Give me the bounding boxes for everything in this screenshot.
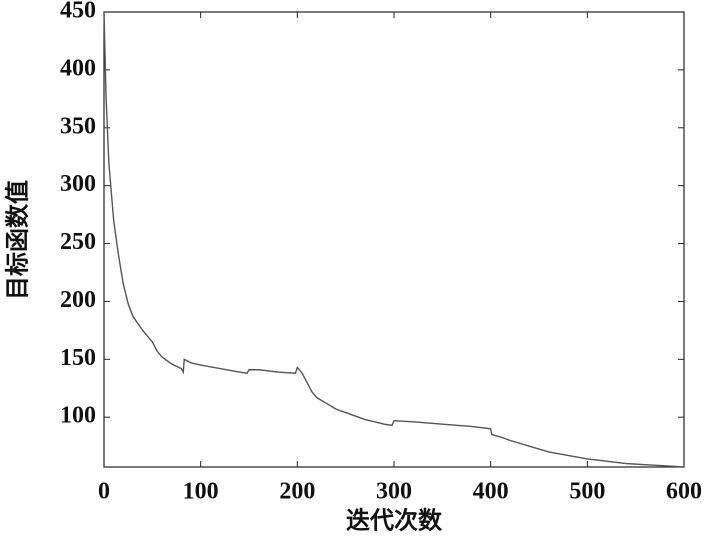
- x-tick-label: 200: [279, 479, 315, 505]
- x-tick-label: 100: [183, 479, 219, 505]
- x-tick-label: 600: [666, 479, 702, 505]
- x-tick-label: 300: [376, 479, 412, 505]
- line-series: [103, 11, 685, 468]
- x-tick-label: 500: [569, 479, 605, 505]
- x-tick-label: 400: [473, 479, 509, 505]
- y-tick-label: 450: [60, 0, 96, 24]
- y-tick-label: 200: [60, 287, 96, 313]
- y-axis-label: 目标函数值: [4, 180, 32, 300]
- plot-frame: [103, 11, 685, 468]
- x-axis-label: 迭代次数: [346, 508, 443, 535]
- y-tick-label: 100: [60, 403, 96, 429]
- y-tick-label: 250: [60, 229, 96, 255]
- y-tick-label: 150: [60, 345, 96, 371]
- y-tick-label: 350: [60, 113, 96, 139]
- y-tick-label: 300: [60, 171, 96, 197]
- y-tick-label: 400: [60, 55, 96, 81]
- x-tick-label: 0: [98, 479, 110, 505]
